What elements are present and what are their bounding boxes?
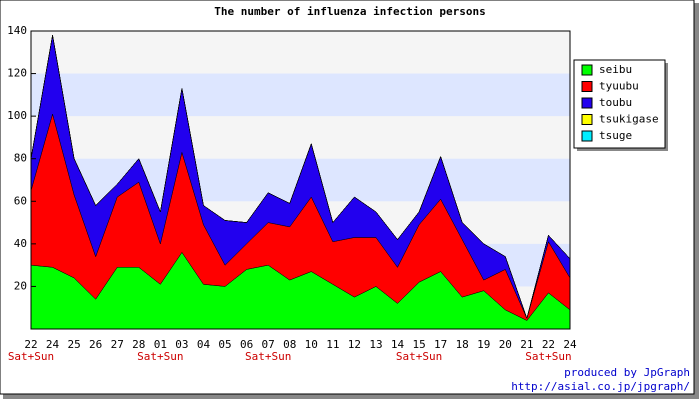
x-tick-label: 22 <box>542 338 555 351</box>
x-tick-note: Sat+Sun <box>245 350 291 363</box>
x-tick-note: Sat+Sun <box>8 350 54 363</box>
legend-label: tyuubu <box>599 80 639 93</box>
x-tick-label: 06 <box>240 338 253 351</box>
x-tick-note: Sat+Sun <box>137 350 183 363</box>
x-tick-label: 15 <box>412 338 425 351</box>
x-tick-label: 11 <box>326 338 339 351</box>
y-tick-label: 60 <box>14 194 27 207</box>
x-tick-label: 26 <box>89 338 102 351</box>
legend-label: toubu <box>599 96 632 109</box>
y-tick-label: 140 <box>7 24 27 37</box>
x-tick-label: 13 <box>369 338 382 351</box>
x-tick-label: 27 <box>111 338 124 351</box>
plot-border <box>30 30 571 330</box>
x-tick-label: 24 <box>46 338 60 351</box>
x-tick-label: 01 <box>154 338 167 351</box>
legend-label: tsukigase <box>599 113 659 126</box>
x-tick-label: 14 <box>391 338 405 351</box>
x-tick-note: Sat+Sun <box>396 350 442 363</box>
y-tick-label: 20 <box>14 279 27 292</box>
legend-label: seibu <box>599 63 632 76</box>
credit: produced by JpGraph <box>564 366 690 379</box>
x-tick-label: 04 <box>197 338 211 351</box>
x-tick-label: 20 <box>499 338 512 351</box>
credit: http://asial.co.jp/jpgraph/ <box>511 380 690 393</box>
legend-label: tsuge <box>599 129 632 142</box>
x-tick-label: 07 <box>262 338 275 351</box>
x-tick-label: 05 <box>218 338 231 351</box>
x-tick-label: 19 <box>477 338 490 351</box>
y-tick-label: 100 <box>7 109 27 122</box>
chart-title: The number of influenza infection person… <box>214 5 486 18</box>
x-tick-label: 18 <box>456 338 469 351</box>
legend-swatch <box>581 64 593 76</box>
y-tick-label: 40 <box>14 237 27 250</box>
legend-swatch <box>581 81 593 92</box>
x-tick-label: 08 <box>283 338 296 351</box>
x-tick-label: 12 <box>348 338 361 351</box>
x-tick-label: 25 <box>67 338 80 351</box>
x-tick-note: Sat+Sun <box>525 350 571 363</box>
legend-swatch <box>581 114 593 125</box>
grid-band <box>31 73 570 117</box>
x-tick-label: 22 <box>24 338 37 351</box>
x-tick-label: 10 <box>305 338 318 351</box>
y-tick-label: 80 <box>14 152 27 165</box>
x-tick-label: 03 <box>175 338 188 351</box>
x-tick-label: 28 <box>132 338 145 351</box>
legend-swatch <box>581 130 593 142</box>
x-tick-label: 17 <box>434 338 447 351</box>
x-tick-label: 24 <box>563 338 577 351</box>
legend-swatch <box>581 97 593 109</box>
y-tick-label: 120 <box>7 67 27 80</box>
x-tick-label: 21 <box>520 338 533 351</box>
